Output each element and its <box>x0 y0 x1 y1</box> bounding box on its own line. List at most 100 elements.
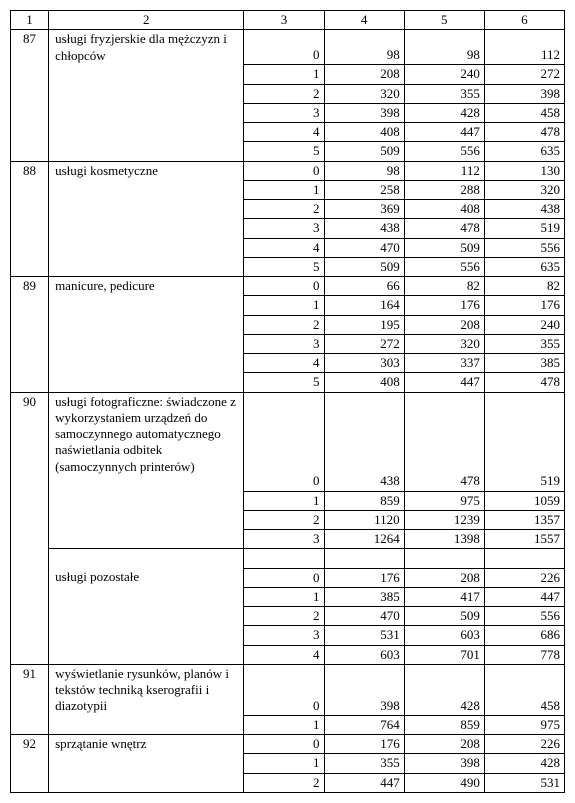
value-cell: 603 <box>404 626 484 645</box>
col-6: 6 <box>484 11 564 30</box>
value-cell: 490 <box>404 773 484 792</box>
group-id: 89 <box>11 277 49 393</box>
value-cell: 603 <box>324 645 404 664</box>
tier-index: 1 <box>244 180 324 199</box>
service-label: wyświetlanie rysunków, planów i tekstów … <box>49 664 244 734</box>
value-cell: 82 <box>404 277 484 296</box>
service-label: usługi pozostałe <box>49 568 244 664</box>
value-cell: 447 <box>404 123 484 142</box>
tier-index: 1 <box>244 587 324 606</box>
tier-index: 0 <box>244 568 324 587</box>
value-cell: 208 <box>324 65 404 84</box>
value-cell: 556 <box>484 238 564 257</box>
tier-index: 5 <box>244 142 324 161</box>
col-3: 3 <box>244 11 324 30</box>
value-cell: 859 <box>404 715 484 734</box>
group-id: 88 <box>11 161 49 277</box>
value-cell: 320 <box>324 84 404 103</box>
value-cell: 438 <box>324 219 404 238</box>
tier-index: 0 <box>244 664 324 715</box>
tier-index: 4 <box>244 645 324 664</box>
value-cell: 408 <box>324 123 404 142</box>
value-cell: 859 <box>324 491 404 510</box>
table-row: 87usługi fryzjerskie dla mężczyzn i chło… <box>11 30 565 65</box>
service-label: usługi kosmetyczne <box>49 161 244 277</box>
tier-index: 5 <box>244 257 324 276</box>
value-cell: 509 <box>324 142 404 161</box>
value-cell: 438 <box>324 392 404 491</box>
value-cell: 975 <box>484 715 564 734</box>
value-cell: 635 <box>484 142 564 161</box>
col-1: 1 <box>11 11 49 30</box>
tier-index: 0 <box>244 30 324 65</box>
value-cell: 519 <box>484 219 564 238</box>
value-cell: 98 <box>324 30 404 65</box>
tier-index: 2 <box>244 773 324 792</box>
value-cell: 428 <box>484 754 564 773</box>
value-cell: 272 <box>484 65 564 84</box>
tier-index: 1 <box>244 65 324 84</box>
value-cell: 458 <box>484 664 564 715</box>
value-cell: 320 <box>404 334 484 353</box>
value-cell: 778 <box>484 645 564 664</box>
tier-index: 0 <box>244 392 324 491</box>
value-cell: 176 <box>404 296 484 315</box>
value-cell: 764 <box>324 715 404 734</box>
value-cell: 470 <box>324 607 404 626</box>
value-cell: 208 <box>404 735 484 754</box>
value-cell: 320 <box>484 180 564 199</box>
tier-index: 4 <box>244 354 324 373</box>
value-cell: 417 <box>404 587 484 606</box>
value-cell: 226 <box>484 568 564 587</box>
tier-index: 2 <box>244 200 324 219</box>
col-4: 4 <box>324 11 404 30</box>
value-cell: 470 <box>324 238 404 257</box>
value-cell: 98 <box>324 161 404 180</box>
value-cell: 385 <box>324 587 404 606</box>
value-cell: 975 <box>404 491 484 510</box>
tier-index: 1 <box>244 296 324 315</box>
value-cell: 447 <box>484 587 564 606</box>
value-cell: 355 <box>484 334 564 353</box>
value-cell: 509 <box>404 607 484 626</box>
value-cell: 208 <box>404 315 484 334</box>
group-id: 92 <box>11 735 49 793</box>
value-cell: 355 <box>324 754 404 773</box>
value-cell: 531 <box>484 773 564 792</box>
table-row <box>11 549 565 568</box>
value-cell: 509 <box>324 257 404 276</box>
value-cell: 398 <box>404 754 484 773</box>
value-cell: 635 <box>484 257 564 276</box>
service-label: usługi fryzjerskie dla mężczyzn i chłopc… <box>49 30 244 161</box>
tier-index: 4 <box>244 238 324 257</box>
tier-index: 3 <box>244 219 324 238</box>
value-cell: 408 <box>324 373 404 392</box>
value-cell: 556 <box>484 607 564 626</box>
value-cell: 478 <box>404 392 484 491</box>
col-2: 2 <box>49 11 244 30</box>
tier-index: 1 <box>244 715 324 734</box>
tier-index: 5 <box>244 373 324 392</box>
value-cell: 258 <box>324 180 404 199</box>
value-cell: 686 <box>484 626 564 645</box>
value-cell: 66 <box>324 277 404 296</box>
tier-index: 3 <box>244 334 324 353</box>
value-cell: 509 <box>404 238 484 257</box>
value-cell: 556 <box>404 257 484 276</box>
value-cell: 398 <box>324 103 404 122</box>
tier-index: 2 <box>244 510 324 529</box>
table-row: usługi pozostałe0176208226 <box>11 568 565 587</box>
value-cell: 98 <box>404 30 484 65</box>
value-cell: 164 <box>324 296 404 315</box>
value-cell: 438 <box>484 200 564 219</box>
value-cell: 478 <box>484 373 564 392</box>
table-row: 91wyświetlanie rysunków, planów i tekstó… <box>11 664 565 715</box>
tier-index: 4 <box>244 123 324 142</box>
col-5: 5 <box>404 11 484 30</box>
service-label: usługi fotograficzne: świadczone z wykor… <box>49 392 244 549</box>
tier-index: 2 <box>244 607 324 626</box>
value-cell: 556 <box>404 142 484 161</box>
value-cell: 701 <box>404 645 484 664</box>
tier-index: 0 <box>244 735 324 754</box>
value-cell: 226 <box>484 735 564 754</box>
